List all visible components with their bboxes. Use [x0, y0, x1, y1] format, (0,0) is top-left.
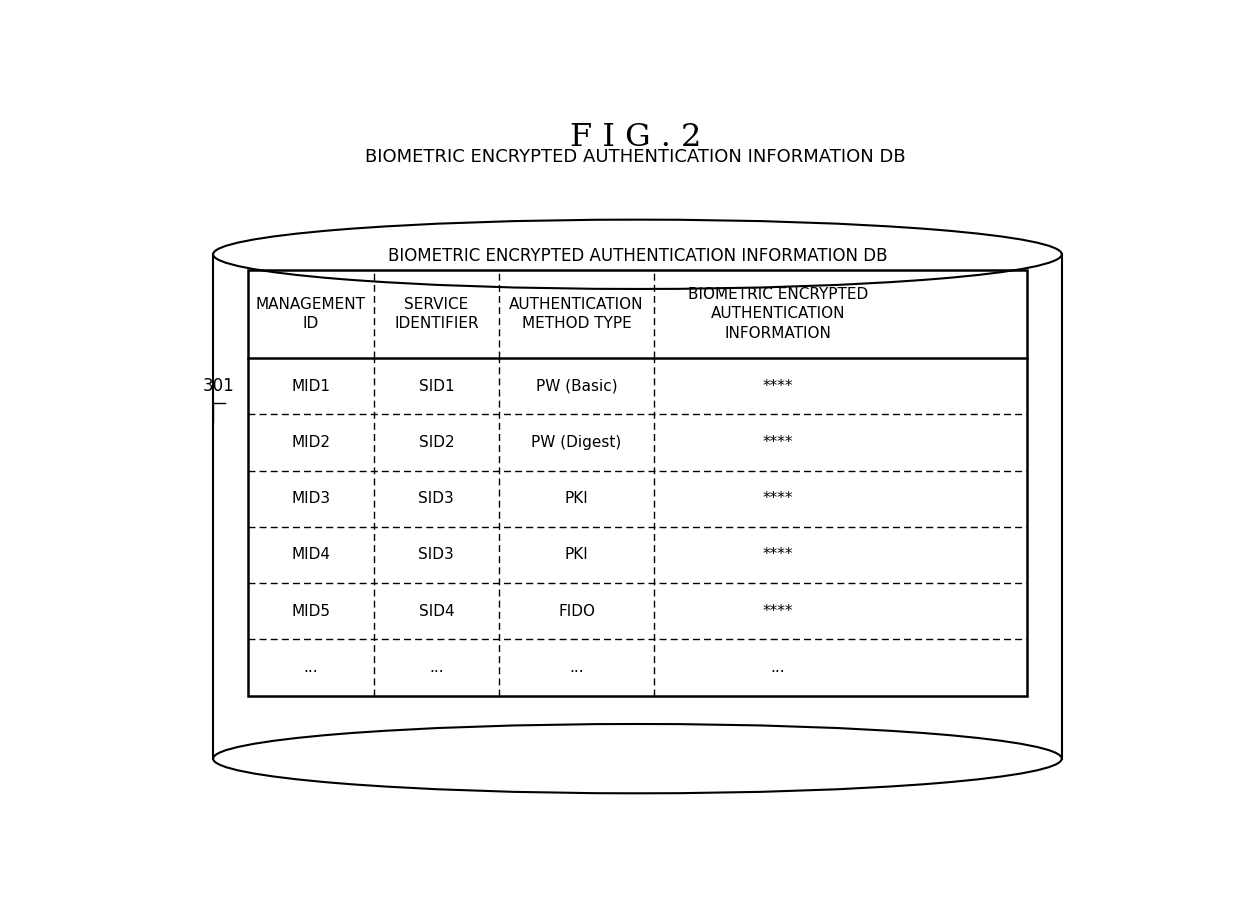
Text: AUTHENTICATION
METHOD TYPE: AUTHENTICATION METHOD TYPE	[510, 297, 644, 331]
Text: MANAGEMENT
ID: MANAGEMENT ID	[255, 297, 366, 331]
Text: SID1: SID1	[419, 379, 454, 394]
Text: ...: ...	[304, 660, 319, 675]
Text: ****: ****	[763, 604, 794, 618]
Text: PW (Basic): PW (Basic)	[536, 379, 618, 394]
Text: PKI: PKI	[564, 547, 589, 562]
Bar	[213, 255, 1061, 759]
Text: F I G . 2: F I G . 2	[570, 122, 701, 153]
Text: MID1: MID1	[291, 379, 330, 394]
Text: MID5: MID5	[291, 604, 330, 618]
Text: PW (Digest): PW (Digest)	[532, 435, 621, 450]
Bar	[248, 270, 1027, 696]
Ellipse shape	[213, 724, 1061, 793]
Text: SID2: SID2	[419, 435, 454, 450]
Text: ...: ...	[569, 660, 584, 675]
Text: ****: ****	[763, 435, 794, 450]
Ellipse shape	[213, 220, 1061, 289]
Text: ****: ****	[763, 379, 794, 394]
Text: PKI: PKI	[564, 491, 589, 507]
Text: ****: ****	[763, 547, 794, 562]
Text: MID4: MID4	[291, 547, 330, 562]
Text: BIOMETRIC ENCRYPTED AUTHENTICATION INFORMATION DB: BIOMETRIC ENCRYPTED AUTHENTICATION INFOR…	[388, 247, 887, 265]
Text: SERVICE
IDENTIFIER: SERVICE IDENTIFIER	[394, 297, 479, 331]
Text: BIOMETRIC ENCRYPTED
AUTHENTICATION
INFORMATION: BIOMETRIC ENCRYPTED AUTHENTICATION INFOR…	[688, 287, 868, 341]
Text: SID3: SID3	[418, 491, 454, 507]
Text: ...: ...	[771, 660, 785, 675]
Text: MID3: MID3	[291, 491, 330, 507]
Text: ...: ...	[429, 660, 444, 675]
Text: ****: ****	[763, 491, 794, 507]
Text: FIDO: FIDO	[558, 604, 595, 618]
Text: MID2: MID2	[291, 435, 330, 450]
Text: SID3: SID3	[418, 547, 454, 562]
Text: BIOMETRIC ENCRYPTED AUTHENTICATION INFORMATION DB: BIOMETRIC ENCRYPTED AUTHENTICATION INFOR…	[366, 148, 905, 166]
Text: SID4: SID4	[419, 604, 454, 618]
Text: 301: 301	[203, 377, 234, 395]
